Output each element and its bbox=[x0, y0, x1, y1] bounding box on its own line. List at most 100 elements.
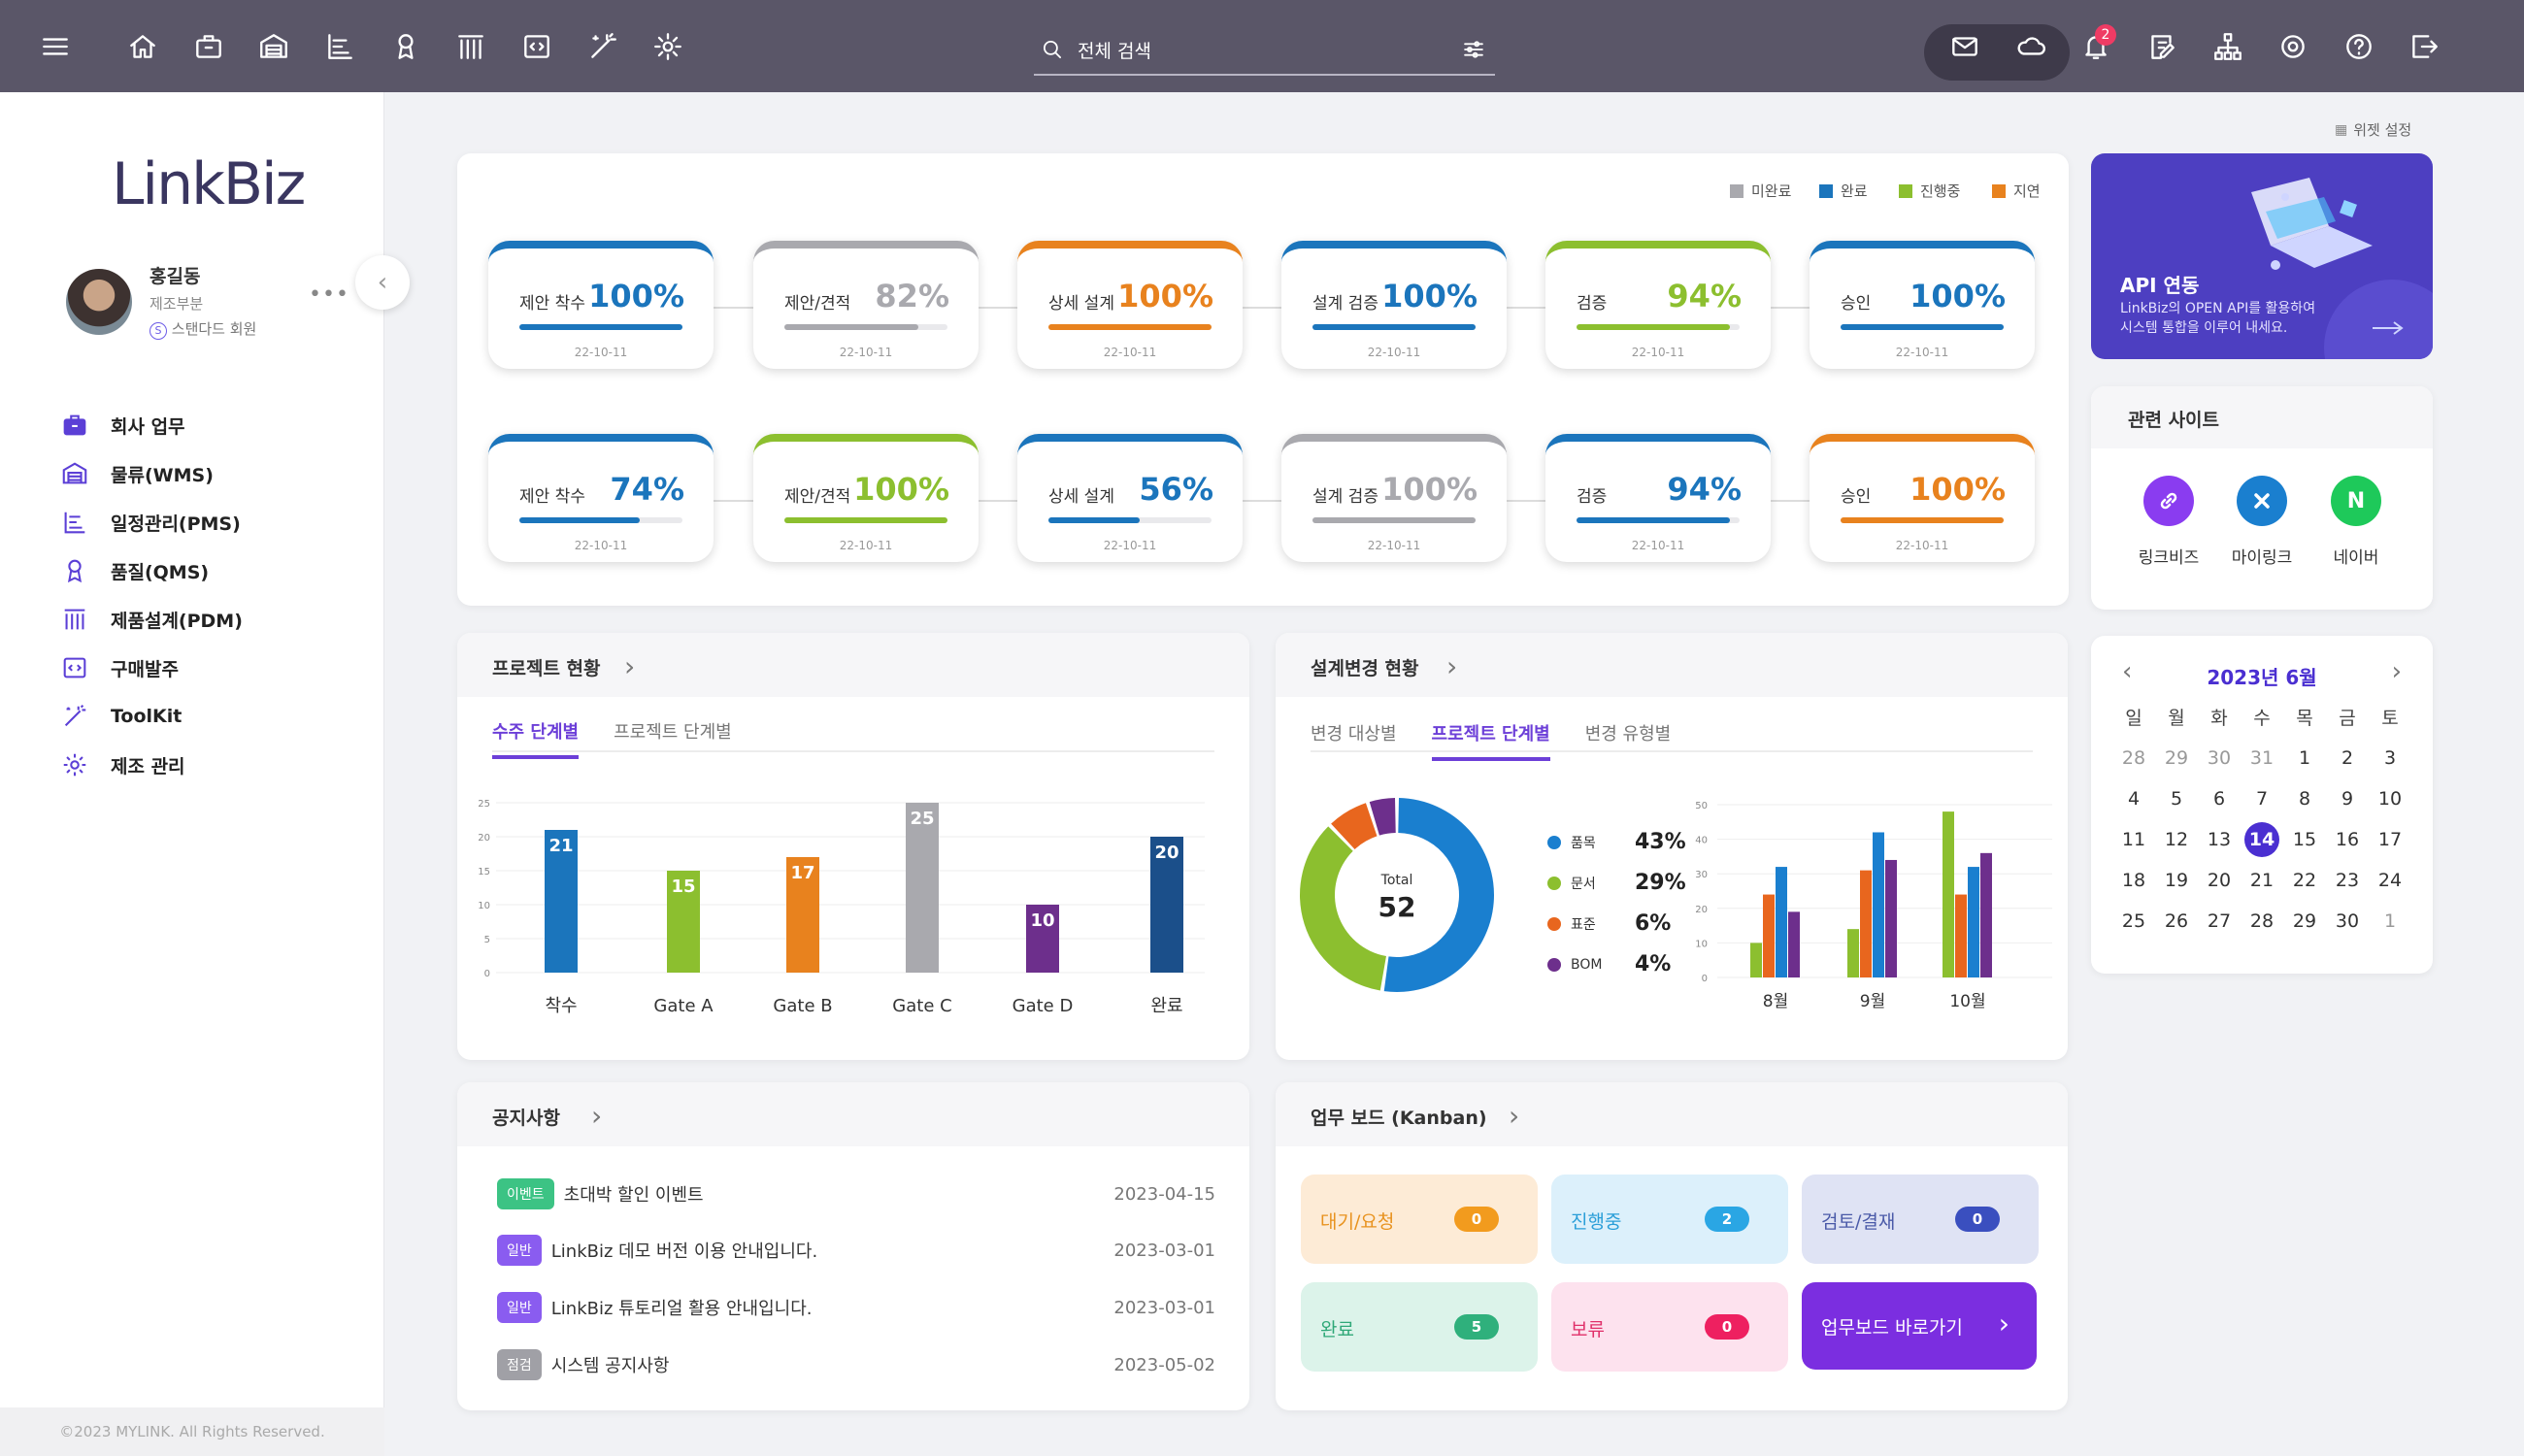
tab-project-stage[interactable]: 프로젝트 단계별 bbox=[614, 722, 732, 743]
calendar-day[interactable]: 9 bbox=[2341, 788, 2354, 810]
kanban-column[interactable]: 완료 5 bbox=[1301, 1282, 1538, 1372]
notice-item[interactable]: 일반 LinkBiz 데모 버전 이용 안내입니다. 2023-03-01 bbox=[497, 1233, 1215, 1268]
sidebar-item-manufacturing[interactable]: 제조 관리 bbox=[60, 745, 185, 784]
process-step-card[interactable]: 승인 100% 22-10-11 bbox=[1810, 241, 2035, 369]
process-step-card[interactable]: 제안/견적 82% 22-10-11 bbox=[753, 241, 979, 369]
calendar-day[interactable]: 19 bbox=[2164, 870, 2189, 891]
bar[interactable] bbox=[1873, 832, 1884, 977]
bar[interactable] bbox=[786, 857, 819, 973]
calendar-day[interactable]: 5 bbox=[2170, 788, 2183, 810]
filter-sliders-icon[interactable] bbox=[1459, 35, 1488, 64]
calendar-day[interactable]: 7 bbox=[2255, 788, 2269, 810]
more-options-icon[interactable]: ••• bbox=[309, 282, 349, 307]
kanban-column[interactable]: 대기/요청 0 bbox=[1301, 1175, 1538, 1264]
chevron-right-icon[interactable]: › bbox=[591, 1100, 603, 1132]
org-chart-icon[interactable] bbox=[2208, 27, 2247, 66]
bar[interactable] bbox=[1788, 911, 1800, 977]
chevron-right-icon[interactable]: › bbox=[624, 650, 636, 682]
calendar-day[interactable]: 30 bbox=[2207, 747, 2232, 769]
process-step-card[interactable]: 설계 검증 100% 22-10-11 bbox=[1281, 241, 1507, 369]
hamburger-menu-icon[interactable] bbox=[36, 27, 75, 66]
bar[interactable] bbox=[1847, 929, 1859, 977]
kanban-shortcut-button[interactable]: 업무보드 바로가기 › bbox=[1802, 1282, 2037, 1370]
award-icon[interactable] bbox=[386, 27, 425, 66]
collapse-sidebar-button[interactable]: ‹ bbox=[355, 255, 410, 310]
calendar-day[interactable]: 25 bbox=[2121, 910, 2146, 932]
home-icon[interactable] bbox=[123, 27, 162, 66]
tab-project-stage[interactable]: 프로젝트 단계별 bbox=[1431, 720, 1550, 761]
calendar-day[interactable]: 28 bbox=[2249, 910, 2275, 932]
edit-document-icon[interactable] bbox=[2142, 27, 2181, 66]
process-step-card[interactable]: 승인 100% 22-10-11 bbox=[1810, 434, 2035, 562]
bar[interactable] bbox=[1860, 870, 1872, 977]
help-icon[interactable] bbox=[2340, 27, 2378, 66]
calendar-day[interactable]: 10 bbox=[2377, 788, 2403, 810]
calendar-day[interactable]: 1 bbox=[2383, 910, 2397, 932]
sidebar-item-qms[interactable]: 품질(QMS) bbox=[60, 551, 209, 590]
search-icon[interactable] bbox=[1038, 35, 1067, 64]
donut-slice[interactable] bbox=[1383, 798, 1494, 992]
logout-icon[interactable] bbox=[2405, 27, 2443, 66]
tab-change-target[interactable]: 변경 대상별 bbox=[1311, 724, 1397, 745]
calendar-day[interactable]: 17 bbox=[2377, 829, 2403, 850]
bar[interactable] bbox=[667, 871, 700, 973]
magic-wand-icon[interactable] bbox=[583, 27, 622, 66]
calendar-day[interactable]: 3 bbox=[2383, 747, 2397, 769]
bar[interactable] bbox=[1968, 867, 1979, 977]
bar[interactable] bbox=[1776, 867, 1787, 977]
bar[interactable] bbox=[1980, 852, 1992, 977]
kanban-column[interactable]: 진행중 2 bbox=[1551, 1175, 1788, 1264]
warehouse-icon[interactable] bbox=[254, 27, 293, 66]
bar[interactable] bbox=[1763, 894, 1775, 977]
process-step-card[interactable]: 검증 94% 22-10-11 bbox=[1545, 241, 1771, 369]
bar[interactable] bbox=[906, 803, 939, 973]
site-naver[interactable]: N 네이버 bbox=[2312, 476, 2400, 568]
calendar-day[interactable]: 18 bbox=[2121, 870, 2146, 891]
columns-icon[interactable] bbox=[451, 27, 490, 66]
calendar-day[interactable]: 4 bbox=[2127, 788, 2141, 810]
process-step-card[interactable]: 상세 설계 100% 22-10-11 bbox=[1017, 241, 1243, 369]
widget-settings-link[interactable]: ▦ 위젯 설정 bbox=[2335, 119, 2411, 140]
calendar-day[interactable]: 27 bbox=[2207, 910, 2232, 932]
calendar-day[interactable]: 11 bbox=[2121, 829, 2146, 850]
calendar-day[interactable]: 24 bbox=[2377, 870, 2403, 891]
tab-order-stage[interactable]: 수주 단계별 bbox=[492, 718, 580, 759]
sidebar-item-purchase[interactable]: 구매발주 bbox=[60, 648, 179, 687]
process-step-card[interactable]: 설계 검증 100% 22-10-11 bbox=[1281, 434, 1507, 562]
donut-slice[interactable] bbox=[1300, 826, 1386, 991]
briefcase-icon[interactable] bbox=[189, 27, 228, 66]
mail-icon[interactable] bbox=[1945, 27, 1984, 66]
chevron-right-icon[interactable]: › bbox=[1509, 1100, 1520, 1132]
notice-item[interactable]: 일반 LinkBiz 튜토리얼 활용 안내입니다. 2023-03-01 bbox=[497, 1290, 1215, 1325]
bar[interactable] bbox=[1943, 811, 1954, 977]
calendar-day[interactable]: 30 bbox=[2335, 910, 2360, 932]
chevron-right-icon[interactable]: › bbox=[1446, 650, 1458, 682]
sidebar-item-toolkit[interactable]: ToolKit bbox=[60, 697, 182, 736]
donut-slice[interactable] bbox=[1369, 798, 1396, 836]
notice-item[interactable]: 점검 시스템 공지사항 2023-05-02 bbox=[497, 1347, 1215, 1382]
calendar-day[interactable]: 13 bbox=[2207, 829, 2232, 850]
bar[interactable] bbox=[1026, 905, 1059, 973]
search-input[interactable] bbox=[1078, 37, 1427, 66]
bar[interactable] bbox=[1750, 943, 1762, 977]
calendar-day[interactable]: 23 bbox=[2335, 870, 2360, 891]
kanban-column[interactable]: 보류 0 bbox=[1551, 1282, 1788, 1372]
calendar-day[interactable]: 14 bbox=[2244, 822, 2279, 857]
calendar-day[interactable]: 20 bbox=[2207, 870, 2232, 891]
process-step-card[interactable]: 검증 94% 22-10-11 bbox=[1545, 434, 1771, 562]
avatar[interactable] bbox=[66, 269, 132, 335]
calendar-day[interactable]: 31 bbox=[2249, 747, 2275, 769]
calendar-day[interactable]: 28 bbox=[2121, 747, 2146, 769]
process-step-card[interactable]: 상세 설계 56% 22-10-11 bbox=[1017, 434, 1243, 562]
bar[interactable] bbox=[545, 830, 578, 973]
notice-item[interactable]: 이벤트 초대박 할인 이벤트 2023-04-15 bbox=[497, 1176, 1215, 1211]
calendar-day[interactable]: 29 bbox=[2292, 910, 2317, 932]
gantt-icon[interactable] bbox=[320, 27, 359, 66]
calendar-day[interactable]: 26 bbox=[2164, 910, 2189, 932]
sidebar-item-wms[interactable]: 물류(WMS) bbox=[60, 454, 214, 493]
sidebar-item-pms[interactable]: 일정관리(PMS) bbox=[60, 503, 241, 542]
process-step-card[interactable]: 제안 착수 74% 22-10-11 bbox=[488, 434, 714, 562]
calendar-next-icon[interactable]: › bbox=[2391, 657, 2402, 686]
calendar-day[interactable]: 8 bbox=[2298, 788, 2311, 810]
process-step-card[interactable]: 제안 착수 100% 22-10-11 bbox=[488, 241, 714, 369]
